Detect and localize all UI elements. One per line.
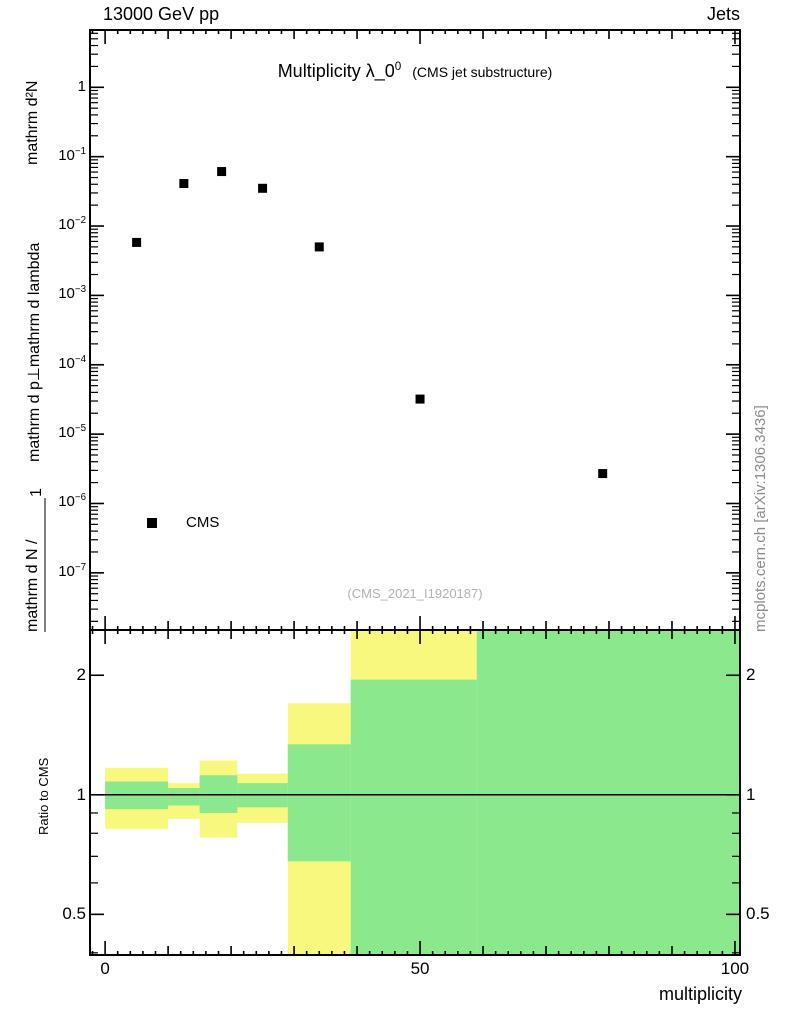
ratio-y-tick-label-right: 1 <box>746 784 756 804</box>
y-tick-label: 1 <box>77 78 86 96</box>
x-tick-label: 0 <box>100 959 110 978</box>
data-point <box>415 394 425 404</box>
analysis-id-watermark: (CMS_2021_I1920187) <box>347 586 483 601</box>
data-point <box>132 237 142 247</box>
y-tick-label: 10−6 <box>58 492 86 511</box>
x-tick-label: 100 <box>720 959 750 978</box>
credit-text: mcplots.cern.ch [arXiv:1306.3436] <box>752 405 769 632</box>
uncertainty-band-inner <box>168 788 200 806</box>
data-point <box>179 179 189 189</box>
ratio-y-tick-label-right: 2 <box>746 665 756 685</box>
uncertainty-band-inner <box>476 630 740 955</box>
y-tick-label: 10−2 <box>58 215 86 234</box>
legend-label-cms: CMS <box>186 514 220 531</box>
plot-title-suffix: (CMS jet substructure) <box>412 64 553 80</box>
ylabel-denominator: mathrm d p⊥mathrm d lambda <box>26 242 43 462</box>
beam-energy-label: 13000 GeV pp <box>103 4 220 24</box>
ratio-ylabel: Ratio to CMS <box>36 757 51 835</box>
plot-title-main: Multiplicity λ_0 <box>277 61 395 81</box>
ratio-y-tick-label: 1 <box>76 784 86 804</box>
uncertainty-band-inner <box>287 744 351 862</box>
uncertainty-band-inner <box>350 679 477 955</box>
data-point <box>217 167 227 177</box>
ratio-y-tick-label-right: 0.5 <box>746 904 770 924</box>
ratio-plot-frame <box>89 629 741 956</box>
ylabel-one: 1 <box>28 488 45 497</box>
plot-title-exponent: 0 <box>394 60 402 73</box>
process-label: Jets <box>706 4 740 24</box>
y-tick-label: 10−5 <box>58 423 86 442</box>
ylabel-numerator: mathrm d²N <box>24 80 41 165</box>
y-tick-label: 10−1 <box>58 145 86 164</box>
data-point <box>258 183 268 193</box>
plot-title: Multiplicity λ_00 (CMS jet substructure) <box>90 60 740 82</box>
ratio-y-tick-label: 0.5 <box>62 904 86 924</box>
data-point <box>314 242 324 252</box>
y-tick-label: 10−7 <box>58 561 86 580</box>
xaxis-label: multiplicity <box>658 984 742 1004</box>
y-tick-label: 10−4 <box>58 353 86 372</box>
y-tick-label: 10−3 <box>58 284 86 303</box>
legend-marker-cms <box>147 518 157 528</box>
x-tick-label: 50 <box>410 959 430 978</box>
data-point <box>598 469 608 479</box>
ratio-y-tick-label: 2 <box>76 665 86 685</box>
ylabel-dn: mathrm d N / <box>24 539 41 632</box>
